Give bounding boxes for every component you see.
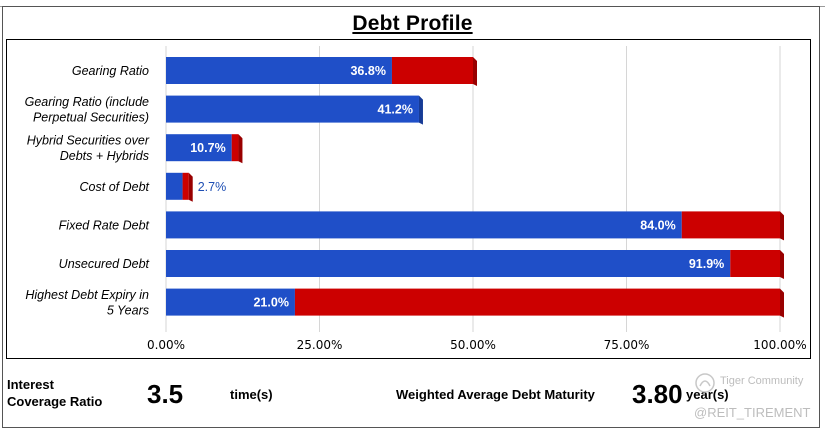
bar-depth-side [780, 250, 784, 279]
category-label: Perpetual Securities) [33, 110, 149, 124]
bar-value [166, 95, 419, 123]
watermark-tiger-icon [695, 373, 715, 393]
x-tick-label: 100.00% [753, 338, 806, 352]
bar-remainder [231, 134, 239, 162]
bar-value [166, 57, 392, 84]
bar-depth-side [780, 288, 784, 318]
x-tick-label: 0.00% [147, 338, 185, 352]
interest-coverage-unit: time(s) [230, 387, 273, 402]
bar-remainder [294, 288, 780, 316]
value-label: 2.7% [198, 180, 227, 194]
interest-coverage-label: Interest Coverage Ratio [7, 376, 102, 410]
chart-box: 0.00% 25.00% 50.00% 75.00% 100.00% Gearing Ra… [6, 39, 811, 359]
bar-value [166, 211, 682, 239]
category-label: Cost of Debt [80, 180, 150, 194]
category-label: Hybrid Securities over [27, 133, 150, 147]
watermark-line2: @REIT_TIREMENT [694, 405, 811, 420]
debt-profile-chart: 0.00% 25.00% 50.00% 75.00% 100.00% Gearing Ra… [25, 46, 807, 352]
value-label: 36.8% [350, 64, 385, 78]
interest-label-line2: Coverage Ratio [7, 394, 103, 409]
category-label: Unsecured Debt [59, 257, 150, 271]
interest-coverage-value: 3.5 [147, 379, 184, 409]
bar-remainder [730, 250, 780, 277]
value-label: 10.7% [190, 141, 225, 155]
x-tick-label: 50.00% [450, 338, 496, 352]
bar-depth-side [780, 211, 784, 241]
bar-remainder [391, 57, 473, 84]
category-label: Debts + Hybrids [60, 149, 149, 163]
wadm-unit: year(s) [686, 387, 729, 402]
category-label: Highest Debt Expiry in [25, 288, 149, 302]
bar-depth-side [238, 134, 243, 164]
watermark-line1: Tiger Community [720, 375, 804, 387]
bar-value [166, 172, 183, 200]
value-label: 84.0% [640, 218, 675, 232]
bar-depth-side [473, 57, 477, 86]
bar-value [166, 288, 295, 316]
bar-depth-side [418, 95, 423, 125]
wadm-label: Weighted Average Debt Maturity [396, 387, 595, 402]
value-label: 21.0% [253, 296, 288, 310]
interest-label-line1: Interest [7, 377, 54, 392]
chart-title: Debt Profile [352, 12, 473, 35]
category-label: Fixed Rate Debt [59, 218, 150, 232]
category-label: 5 Years [107, 303, 149, 317]
x-tick-label: 75.00% [604, 338, 650, 352]
category-label: Gearing Ratio (include [25, 95, 149, 109]
value-label: 91.9% [689, 257, 724, 271]
bar-value [166, 250, 731, 277]
bar-remainder [182, 172, 189, 200]
bar-remainder [681, 211, 780, 239]
value-label: 41.2% [378, 103, 413, 117]
bar-value [166, 134, 232, 162]
x-tick-label: 25.00% [297, 338, 343, 352]
bar-depth-side [188, 172, 193, 202]
category-label: Gearing Ratio [72, 64, 149, 78]
wadm-value: 3.80 [632, 379, 683, 409]
panel-frame [2, 6, 820, 428]
